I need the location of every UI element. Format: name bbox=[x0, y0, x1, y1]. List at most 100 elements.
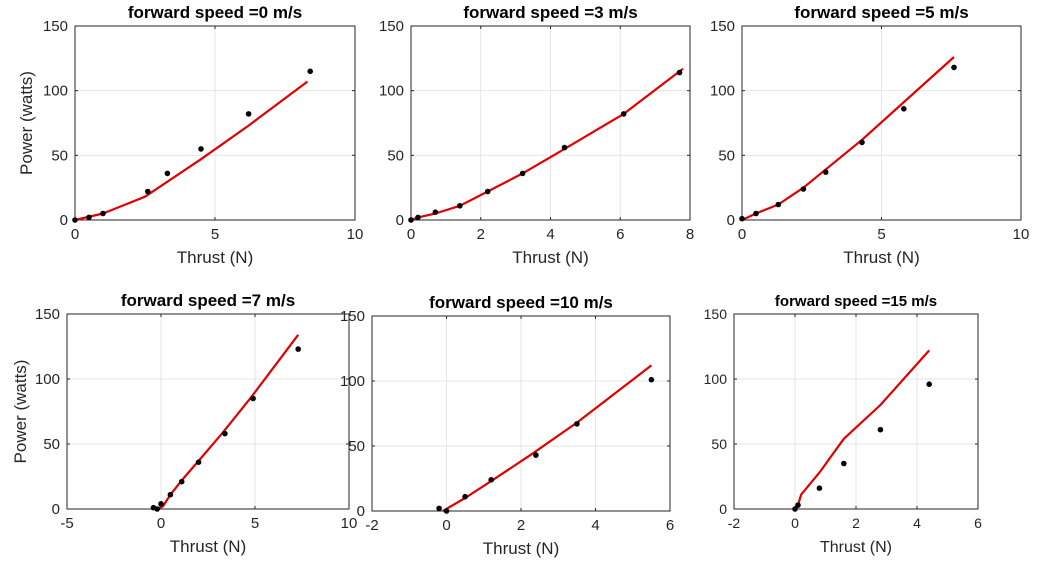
x-tick-label: 0 bbox=[157, 515, 165, 532]
measured-data-point bbox=[901, 106, 907, 112]
measured-data-point bbox=[841, 460, 847, 467]
measured-data-point bbox=[676, 69, 683, 76]
measured-data-point bbox=[250, 395, 256, 402]
y-tick-label: 150 bbox=[340, 308, 365, 325]
x-tick-label: 2 bbox=[477, 226, 485, 243]
y-axis-label: Power (watts) bbox=[17, 71, 36, 175]
x-tick-label: -5 bbox=[60, 515, 73, 532]
x-tick-label: 5 bbox=[251, 515, 259, 532]
y-tick-label: 150 bbox=[35, 306, 60, 323]
axes-box bbox=[66, 313, 350, 510]
measured-data-point bbox=[484, 188, 491, 195]
measured-data-point bbox=[648, 376, 655, 383]
measured-data-point bbox=[533, 452, 539, 458]
measured-data-point bbox=[86, 214, 92, 221]
measured-data-point bbox=[462, 493, 468, 500]
x-axis-label: Thrust (N) bbox=[843, 248, 920, 267]
x-tick-label: 5 bbox=[211, 226, 219, 243]
x-tick-label: 8 bbox=[686, 226, 694, 243]
x-tick-label: 4 bbox=[913, 515, 921, 531]
measured-data-point bbox=[415, 214, 421, 221]
measured-data-point bbox=[195, 459, 202, 466]
y-tick-label: 50 bbox=[711, 436, 727, 452]
chart-panel-1: 0 2 4 6 8 0 50 100 150 forward speed =3 m/s Thrust… bbox=[379, 3, 694, 267]
measured-data-point bbox=[164, 170, 171, 177]
model-line-series bbox=[155, 334, 300, 511]
x-tick-label: 4 bbox=[591, 517, 599, 534]
y-tick-label: 0 bbox=[60, 212, 68, 229]
y-tick-label: 100 bbox=[704, 371, 728, 387]
measured-data-point bbox=[795, 502, 801, 508]
x-axis-label: Thrust (N) bbox=[483, 539, 560, 558]
x-tick-label: 10 bbox=[1013, 226, 1030, 243]
measured-data-point bbox=[753, 210, 759, 217]
measured-data-point bbox=[295, 346, 302, 352]
measured-data-point bbox=[574, 421, 580, 427]
measured-data-point bbox=[859, 139, 865, 146]
y-tick-label: 150 bbox=[704, 306, 728, 322]
model-line-series bbox=[74, 80, 309, 222]
y-tick-label: 50 bbox=[348, 438, 365, 455]
measured-data-point bbox=[877, 426, 884, 433]
y-tick-label: 0 bbox=[52, 501, 60, 518]
measured-data-point bbox=[178, 478, 185, 485]
x-axis-label: Thrust (N) bbox=[820, 539, 892, 556]
x-tick-label: 10 bbox=[347, 226, 364, 243]
y-tick-label: 150 bbox=[43, 18, 68, 35]
measured-data-point bbox=[519, 170, 526, 177]
y-tick-label: 100 bbox=[710, 83, 735, 100]
y-axis-label: Power (watts) bbox=[11, 360, 30, 464]
x-tick-label: 0 bbox=[71, 226, 79, 243]
measured-data-point bbox=[620, 111, 627, 117]
x-tick-label: 0 bbox=[791, 515, 799, 531]
measured-data-point bbox=[154, 506, 160, 512]
x-tick-label: 6 bbox=[666, 517, 674, 534]
measured-data-point bbox=[72, 217, 78, 223]
measured-data-point bbox=[222, 430, 228, 437]
measured-data-point bbox=[167, 491, 174, 498]
x-axis-label: Thrust (N) bbox=[177, 248, 254, 267]
chart-title: forward speed =10 m/s bbox=[429, 293, 613, 312]
y-tick-label: 100 bbox=[340, 373, 365, 390]
x-axis-label: Thrust (N) bbox=[512, 248, 589, 267]
measured-data-point bbox=[432, 209, 439, 215]
y-tick-label: 50 bbox=[43, 436, 60, 453]
model-line-series bbox=[442, 364, 653, 512]
y-tick-label: 50 bbox=[387, 147, 404, 164]
measured-data-point bbox=[100, 210, 106, 217]
x-tick-label: -2 bbox=[728, 515, 741, 531]
measured-data-point bbox=[457, 203, 463, 209]
x-tick-label: -2 bbox=[365, 517, 378, 534]
x-tick-label: 0 bbox=[738, 226, 746, 243]
x-axis-label: Thrust (N) bbox=[170, 537, 247, 556]
y-tick-label: 100 bbox=[43, 83, 68, 100]
x-tick-label: 2 bbox=[852, 515, 860, 531]
y-tick-label: 0 bbox=[727, 212, 735, 229]
measured-data-point bbox=[926, 381, 932, 388]
chart-title: forward speed =0 m/s bbox=[128, 3, 302, 22]
measured-data-point bbox=[775, 201, 782, 208]
x-tick-label: 6 bbox=[974, 515, 982, 531]
x-tick-label: 5 bbox=[877, 226, 885, 243]
measured-data-point bbox=[800, 186, 807, 192]
x-tick-label: 6 bbox=[616, 226, 624, 243]
y-tick-label: 0 bbox=[719, 501, 727, 517]
measured-data-point bbox=[792, 506, 798, 512]
measured-data-point bbox=[822, 169, 829, 175]
y-tick-label: 50 bbox=[51, 147, 68, 164]
y-tick-label: 50 bbox=[718, 147, 735, 164]
measured-data-point bbox=[158, 501, 164, 507]
y-tick-label: 0 bbox=[396, 212, 404, 229]
measured-data-point bbox=[245, 111, 252, 117]
x-tick-label: 4 bbox=[546, 226, 554, 243]
x-tick-label: 0 bbox=[442, 517, 450, 534]
measured-data-point bbox=[816, 485, 823, 492]
chart-title: forward speed =3 m/s bbox=[463, 3, 637, 22]
chart-title: forward speed =15 m/s bbox=[775, 293, 937, 310]
measured-data-point bbox=[145, 188, 151, 195]
